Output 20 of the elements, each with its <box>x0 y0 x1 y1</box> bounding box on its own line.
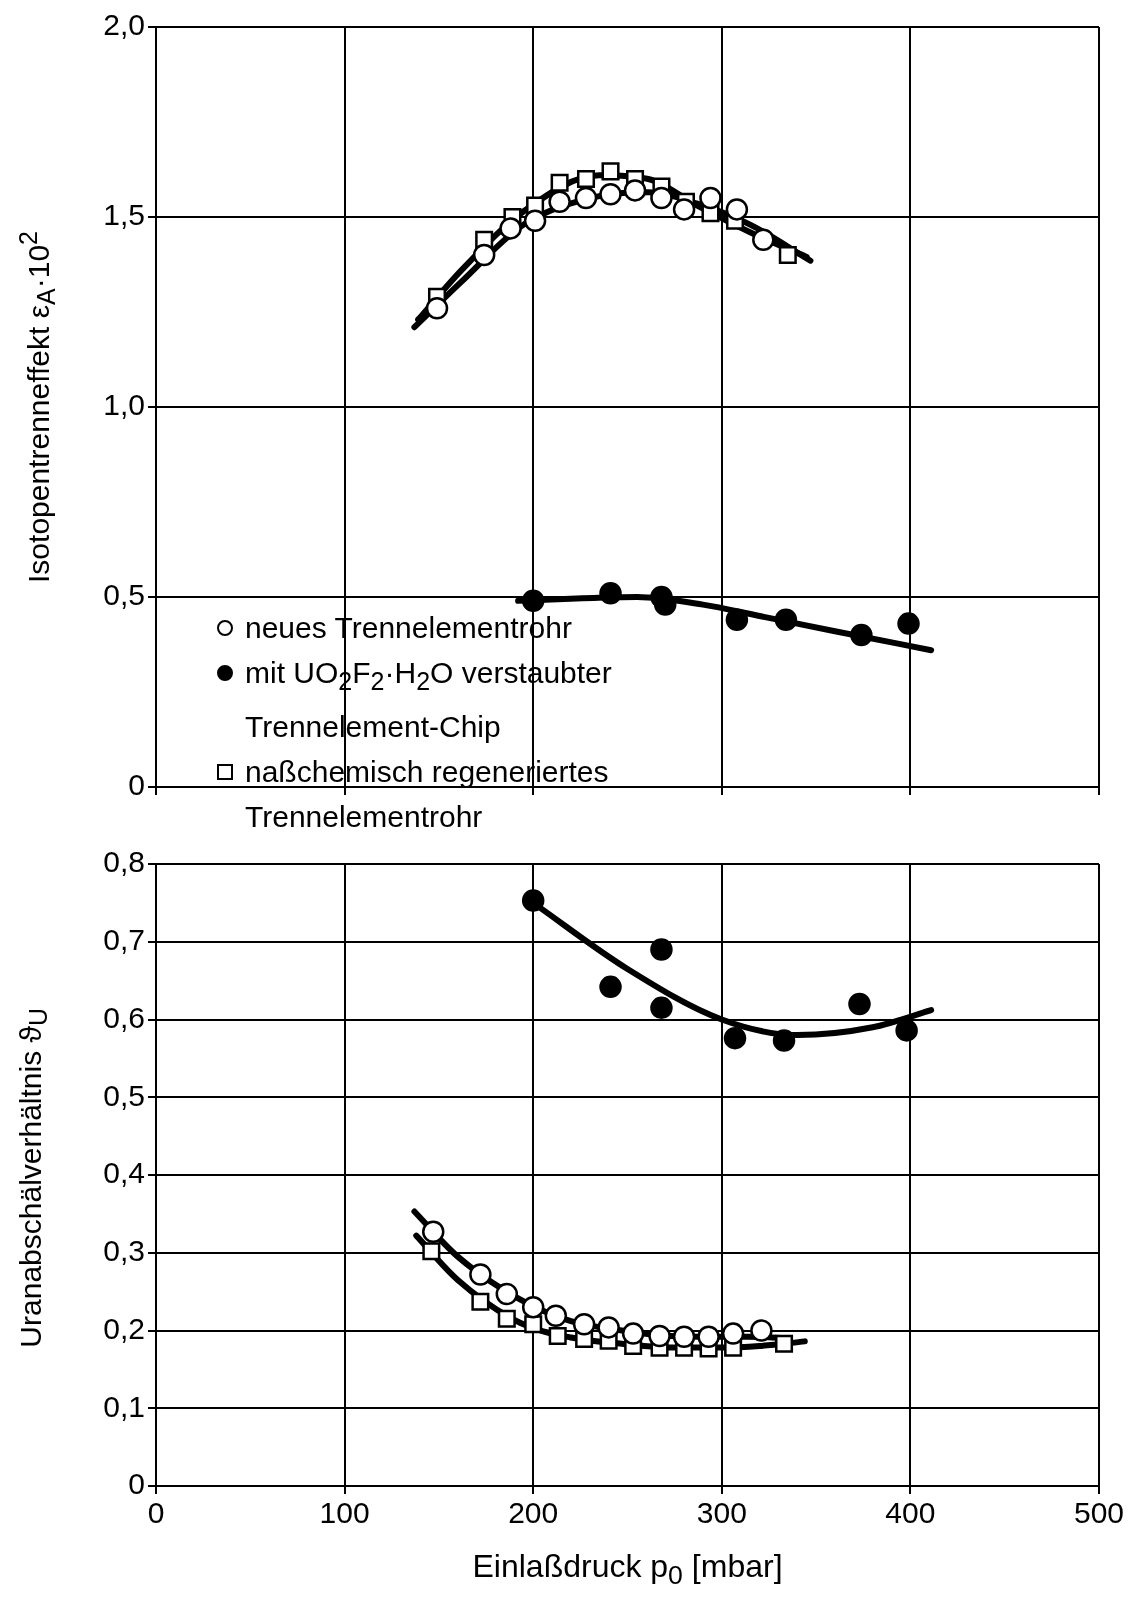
y-tick-label: 1,5 <box>103 198 145 232</box>
y-tick-label: 0 <box>128 768 145 802</box>
y-tick-label: 2,0 <box>103 8 145 42</box>
x-tick-label: 400 <box>885 1496 936 1530</box>
y-tick-label: 0 <box>128 1467 145 1501</box>
y-tick-label: 0,6 <box>103 1000 145 1034</box>
y-tick-label: 0,2 <box>103 1311 145 1345</box>
x-axis-title: Einlaßdruck p$_{0}$ [mbar] <box>471 1548 784 1592</box>
y-tick-label: 0,7 <box>103 923 145 957</box>
y-tick-label: 0,4 <box>103 1156 145 1190</box>
y-tick-label: 0,5 <box>103 578 145 612</box>
x-tick-label: 300 <box>696 1496 747 1530</box>
x-tick-label: 200 <box>508 1496 559 1530</box>
y-tick-label: 0,8 <box>103 845 145 879</box>
y-tick-label: 0,3 <box>103 1234 145 1268</box>
x-tick-label: 100 <box>319 1496 370 1530</box>
y-tick-label: 1,0 <box>103 388 145 422</box>
y-tick-label: 0,5 <box>103 1078 145 1112</box>
y-tick-label: 0,1 <box>103 1389 145 1423</box>
x-tick-label: 500 <box>1073 1496 1125 1530</box>
